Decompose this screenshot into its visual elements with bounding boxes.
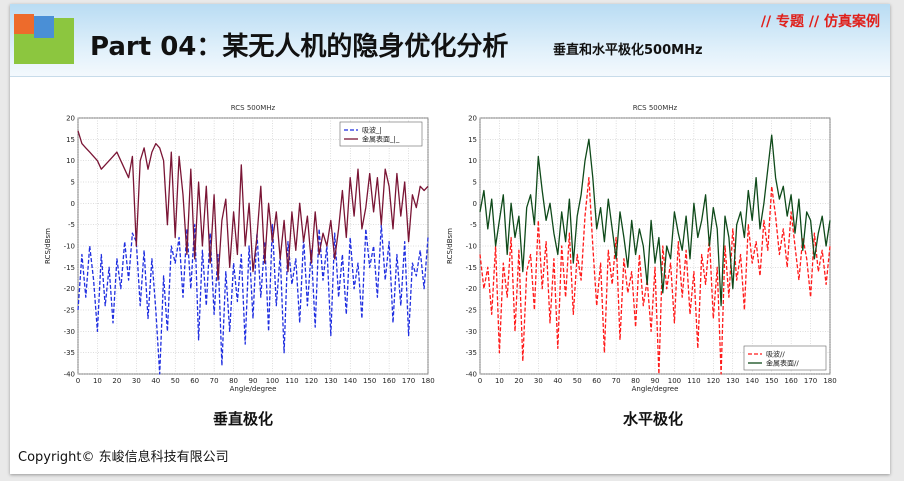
x-tick-label: 10 (495, 377, 504, 385)
x-tick-label: 170 (402, 377, 415, 385)
y-tick-label: 5 (71, 179, 75, 187)
y-tick-label: 20 (468, 115, 477, 123)
legend-box (743, 345, 827, 371)
legend-label: 吸波// (766, 350, 785, 359)
x-tick-label: 70 (210, 377, 219, 385)
legend-label: 金属表面_|_ (362, 135, 400, 144)
x-tick-label: 20 (112, 377, 121, 385)
copyright-text: Copyright© 东峻信息科技有限公司 (18, 450, 229, 465)
y-tick-label: 15 (468, 136, 477, 144)
x-tick-label: 80 (631, 377, 640, 385)
x-tick-label: 180 (421, 377, 434, 385)
series-line-1 (479, 134, 831, 307)
x-axis-label: Angle/degree (230, 385, 277, 393)
x-tick-label: 0 (478, 377, 482, 385)
x-tick-label: 0 (76, 377, 80, 385)
header-bar: Part 04：某无人机的隐身优化分析 垂直和水平极化500MHz // 专题 … (10, 4, 890, 77)
y-tick-label: 0 (473, 200, 477, 208)
y-tick-label: -35 (466, 349, 477, 357)
slide: Part 04：某无人机的隐身优化分析 垂直和水平极化500MHz // 专题 … (10, 4, 890, 474)
series-line-1 (77, 130, 429, 281)
x-tick-label: 160 (784, 377, 797, 385)
x-tick-label: 70 (612, 377, 621, 385)
legend-box (339, 121, 423, 147)
page-subtitle: 垂直和水平极化500MHz (553, 43, 703, 58)
x-tick-label: 30 (132, 377, 141, 385)
y-tick-label: -15 (466, 264, 477, 272)
y-tick-label: -10 (466, 243, 477, 251)
y-axis-label: RCS/dBsm (446, 228, 454, 264)
y-axis-label: RCS/dBsm (44, 228, 52, 264)
legend-label: 吸波_| (362, 126, 382, 135)
x-tick-label: 60 (190, 377, 199, 385)
y-tick-label: -40 (64, 371, 75, 379)
x-tick-label: 50 (171, 377, 180, 385)
y-tick-label: -20 (64, 285, 75, 293)
y-tick-label: -25 (466, 307, 477, 315)
x-tick-label: 50 (573, 377, 582, 385)
y-tick-label: -35 (64, 349, 75, 357)
x-axis-label: Angle/degree (632, 385, 679, 393)
chart-title: RCS 500MHz (231, 104, 276, 112)
topic-tag: // 专题 // 仿真案例 (760, 14, 880, 30)
caption-vertical-polarization: 垂直极化 (212, 410, 273, 428)
page-title: Part 04：某无人机的隐身优化分析 (90, 32, 509, 62)
x-tick-label: 90 (651, 377, 660, 385)
y-tick-label: -5 (68, 221, 75, 229)
x-tick-label: 130 (324, 377, 337, 385)
x-tick-label: 150 (765, 377, 778, 385)
x-tick-label: 150 (363, 377, 376, 385)
y-tick-label: 15 (66, 136, 75, 144)
x-tick-label: 90 (249, 377, 258, 385)
y-tick-label: -20 (466, 285, 477, 293)
x-tick-label: 120 (707, 377, 720, 385)
x-tick-label: 10 (93, 377, 102, 385)
y-tick-label: 0 (71, 200, 75, 208)
y-tick-label: -25 (64, 307, 75, 315)
legend: 吸波//金属表面// (743, 345, 827, 371)
y-tick-label: 20 (66, 115, 75, 123)
x-tick-label: 140 (746, 377, 759, 385)
legend: 吸波_|金属表面_|_ (339, 121, 423, 147)
x-tick-label: 120 (305, 377, 318, 385)
y-tick-label: -10 (64, 243, 75, 251)
x-tick-label: 130 (726, 377, 739, 385)
x-tick-label: 110 (687, 377, 700, 385)
rcs-chart-vertical: RCS 500MHz 0 10 20 30 40 50 60 70 80 90 100 110 120 13… (38, 100, 438, 422)
x-tick-label: 30 (534, 377, 543, 385)
x-tick-label: 170 (804, 377, 817, 385)
x-tick-label: 80 (229, 377, 238, 385)
y-tick-label: -30 (466, 328, 477, 336)
legend-label: 金属表面// (766, 359, 799, 368)
x-tick-label: 180 (823, 377, 836, 385)
y-tick-label: -5 (470, 221, 477, 229)
x-tick-label: 60 (592, 377, 601, 385)
series-line-0 (77, 224, 429, 375)
y-tick-label: -15 (64, 264, 75, 272)
x-tick-label: 100 (668, 377, 681, 385)
rcs-chart-horizontal: RCS 500MHz 0 10 20 30 40 50 60 70 80 90 100 110 120 13… (440, 100, 840, 422)
x-tick-label: 110 (285, 377, 298, 385)
logo-icon (10, 10, 80, 72)
y-tick-label: -40 (466, 371, 477, 379)
x-tick-label: 40 (151, 377, 160, 385)
x-tick-label: 100 (266, 377, 279, 385)
caption-horizontal-polarization: 水平极化 (622, 410, 683, 428)
header-divider (10, 76, 890, 77)
x-tick-label: 40 (553, 377, 562, 385)
series-group (479, 134, 831, 375)
y-tick-label: 10 (468, 157, 477, 165)
x-tick-label: 160 (382, 377, 395, 385)
x-tick-label: 20 (514, 377, 523, 385)
y-tick-label: 10 (66, 157, 75, 165)
series-line-0 (479, 177, 831, 375)
y-tick-label: 5 (473, 179, 477, 187)
x-tick-label: 140 (344, 377, 357, 385)
y-tick-label: -30 (64, 328, 75, 336)
chart-title: RCS 500MHz (633, 104, 678, 112)
series-group (77, 130, 429, 375)
